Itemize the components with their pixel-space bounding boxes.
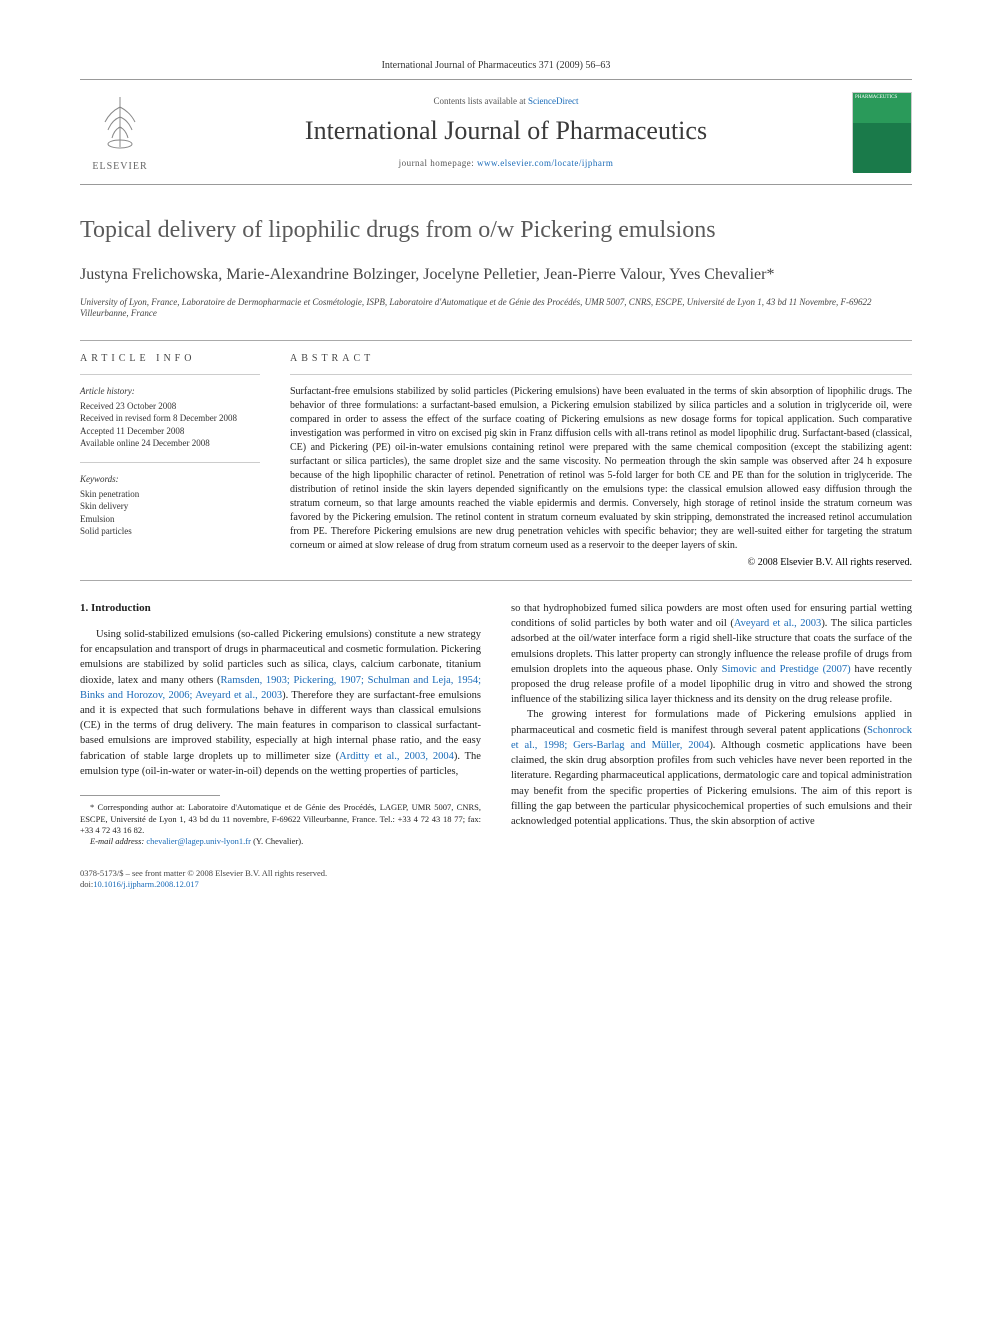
homepage-link[interactable]: www.elsevier.com/locate/ijpharm — [477, 158, 613, 168]
history-item: Available online 24 December 2008 — [80, 437, 260, 450]
journal-homepage-line: journal homepage: www.elsevier.com/locat… — [160, 158, 852, 168]
citation-link[interactable]: Arditty et al., 2003, 2004 — [339, 751, 454, 762]
doi-prefix: doi: — [80, 879, 93, 889]
keyword-item: Emulsion — [80, 513, 260, 526]
homepage-prefix: journal homepage: — [399, 158, 477, 168]
email-suffix: (Y. Chevalier). — [251, 836, 303, 846]
body-column-left: 1. Introduction Using solid-stabilized e… — [80, 601, 481, 848]
sciencedirect-link[interactable]: ScienceDirect — [528, 96, 578, 106]
corr-label: * Corresponding author at: — [90, 802, 185, 812]
keyword-item: Skin delivery — [80, 500, 260, 513]
cover-label: PHARMACEUTICS — [853, 93, 911, 123]
bottom-publication-info: 0378-5173/$ – see front matter © 2008 El… — [80, 868, 912, 890]
abstract-column: ABSTRACT Surfactant-free emulsions stabi… — [290, 353, 912, 568]
abstract-text: Surfactant-free emulsions stabilized by … — [290, 385, 912, 553]
affiliation: University of Lyon, France, Laboratoire … — [80, 297, 912, 320]
keyword-item: Skin penetration — [80, 488, 260, 501]
body-text: The growing interest for formulations ma… — [511, 709, 912, 735]
footnote-separator — [80, 795, 220, 796]
info-abstract-row: ARTICLE INFO Article history: Received 2… — [80, 353, 912, 568]
body-column-right: so that hydrophobized fumed silica powde… — [511, 601, 912, 848]
keywords-label: Keywords: — [80, 473, 260, 486]
info-divider-2 — [80, 462, 260, 463]
section-heading-intro: 1. Introduction — [80, 601, 481, 617]
email-link[interactable]: chevalier@lagep.univ-lyon1.fr — [146, 836, 251, 846]
article-history-block: Article history: Received 23 October 200… — [80, 385, 260, 450]
info-divider-1 — [80, 374, 260, 375]
journal-name: International Journal of Pharmaceutics — [160, 116, 852, 146]
history-item: Received in revised form 8 December 2008 — [80, 412, 260, 425]
body-paragraph: Using solid-stabilized emulsions (so-cal… — [80, 627, 481, 779]
citation-link[interactable]: Simovic and Prestidge (2007) — [722, 664, 851, 675]
keywords-block: Keywords: Skin penetration Skin delivery… — [80, 473, 260, 538]
journal-header-box: ELSEVIER Contents lists available at Sci… — [80, 79, 912, 185]
doi-link[interactable]: 10.1016/j.ijpharm.2008.12.017 — [93, 879, 199, 889]
publisher-logo: ELSEVIER — [80, 92, 160, 172]
email-label: E-mail address: — [90, 836, 144, 846]
email-footnote: E-mail address: chevalier@lagep.univ-lyo… — [80, 836, 481, 847]
section-number: 1. — [80, 602, 88, 614]
abstract-copyright: © 2008 Elsevier B.V. All rights reserved… — [290, 557, 912, 568]
history-item: Accepted 11 December 2008 — [80, 425, 260, 438]
issn-line: 0378-5173/$ – see front matter © 2008 El… — [80, 868, 912, 879]
divider-top — [80, 340, 912, 341]
elsevier-tree-icon — [90, 92, 150, 152]
abstract-label: ABSTRACT — [290, 353, 912, 364]
authors-line: Justyna Frelichowska, Marie-Alexandrine … — [80, 264, 912, 286]
body-paragraph: The growing interest for formulations ma… — [511, 707, 912, 829]
history-item: Received 23 October 2008 — [80, 400, 260, 413]
divider-bottom — [80, 580, 912, 581]
citation-link[interactable]: Aveyard et al., 2003 — [734, 618, 821, 629]
history-label: Article history: — [80, 385, 260, 398]
cover-body — [853, 123, 911, 173]
body-text: ). Although cosmetic applications have b… — [511, 740, 912, 827]
article-info-column: ARTICLE INFO Article history: Received 2… — [80, 353, 260, 568]
publisher-name: ELSEVIER — [80, 161, 160, 172]
contents-available-line: Contents lists available at ScienceDirec… — [160, 96, 852, 106]
contents-prefix: Contents lists available at — [434, 96, 528, 106]
section-title: Introduction — [91, 602, 151, 614]
journal-header-center: Contents lists available at ScienceDirec… — [160, 96, 852, 168]
article-title: Topical delivery of lipophilic drugs fro… — [80, 215, 912, 246]
abstract-divider — [290, 374, 912, 375]
body-columns: 1. Introduction Using solid-stabilized e… — [80, 601, 912, 848]
corresponding-author-footnote: * Corresponding author at: Laboratoire d… — [80, 802, 481, 836]
doi-line: doi:10.1016/j.ijpharm.2008.12.017 — [80, 879, 912, 890]
body-paragraph: so that hydrophobized fumed silica powde… — [511, 601, 912, 708]
citation-line: International Journal of Pharmaceutics 3… — [80, 60, 912, 71]
keyword-item: Solid particles — [80, 525, 260, 538]
journal-cover-thumbnail: PHARMACEUTICS — [852, 92, 912, 172]
article-info-label: ARTICLE INFO — [80, 353, 260, 364]
